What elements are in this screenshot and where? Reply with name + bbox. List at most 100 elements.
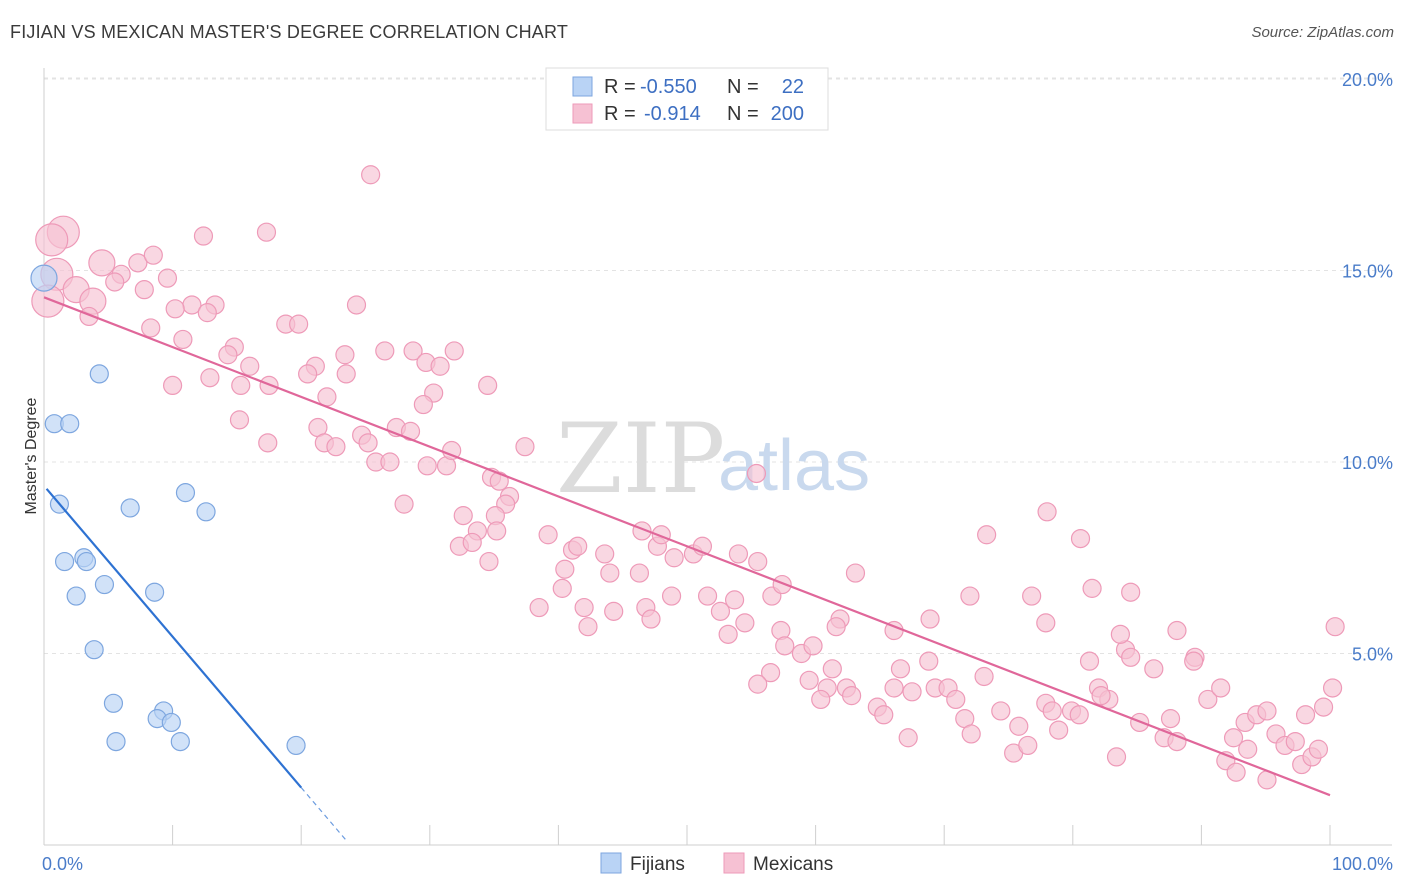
mexican-point-41 bbox=[430, 356, 450, 376]
mexican-point-32 bbox=[317, 387, 337, 407]
mexican-point-94 bbox=[735, 613, 755, 633]
mexican-point-120 bbox=[884, 678, 904, 698]
mexican-point-13 bbox=[157, 268, 178, 288]
mexican-point-130 bbox=[961, 724, 981, 744]
mexican-point-45 bbox=[413, 394, 433, 415]
fijian-trend-line bbox=[45, 488, 303, 789]
mexican-point-12 bbox=[143, 245, 163, 265]
mexican-point-164 bbox=[1285, 731, 1305, 752]
series-legend-swatch-fijians bbox=[600, 852, 622, 874]
mexican-point-91 bbox=[697, 586, 718, 606]
mexican-trend-line bbox=[43, 296, 1331, 797]
mexican-point-143 bbox=[1106, 747, 1127, 767]
fijian-point-11 bbox=[94, 574, 115, 595]
mexican-point-16 bbox=[165, 299, 185, 319]
mexican-point-74 bbox=[555, 559, 575, 579]
series-legend-label-mexicans: Mexicans bbox=[753, 854, 833, 875]
mexican-point-157 bbox=[1223, 728, 1244, 748]
mexican-point-61 bbox=[489, 471, 509, 491]
mexican-point-137 bbox=[1042, 701, 1062, 721]
fijian-point-5 bbox=[120, 498, 140, 518]
mexican-point-145 bbox=[1091, 686, 1111, 706]
fijian-point-21 bbox=[286, 735, 306, 756]
mexican-point-185 bbox=[920, 609, 940, 629]
mexican-point-109 bbox=[760, 663, 781, 683]
watermark-atlas: atlas bbox=[718, 426, 870, 506]
legend-swatch-mexicans bbox=[572, 103, 593, 124]
mexican-point-78 bbox=[600, 563, 620, 583]
mexican-point-122 bbox=[902, 682, 922, 702]
mexican-point-63 bbox=[515, 437, 535, 457]
mexican-point-35 bbox=[200, 368, 220, 388]
mexican-point-21 bbox=[193, 226, 214, 246]
legend-n-label-mexicans: N = bbox=[727, 103, 759, 125]
mexican-point-53 bbox=[258, 433, 278, 453]
mexican-point-180 bbox=[977, 525, 997, 545]
mexican-point-133 bbox=[1009, 716, 1029, 736]
mexican-point-132 bbox=[991, 701, 1011, 721]
mexican-point-8 bbox=[128, 253, 148, 273]
mexican-point-177 bbox=[1082, 578, 1102, 598]
y-axis-title: Master's Degree bbox=[23, 397, 40, 514]
mexican-point-112 bbox=[803, 636, 823, 656]
mexican-point-169 bbox=[1313, 697, 1334, 717]
mexican-point-97 bbox=[604, 601, 624, 621]
mexican-point-89 bbox=[772, 574, 792, 595]
mexican-point-90 bbox=[661, 586, 682, 606]
mexican-point-96 bbox=[641, 609, 661, 629]
mexican-point-92 bbox=[710, 601, 731, 621]
mexican-point-101 bbox=[529, 597, 549, 618]
mexican-point-105 bbox=[826, 617, 846, 637]
mexican-point-28 bbox=[289, 314, 309, 334]
mexican-point-179 bbox=[1037, 502, 1057, 522]
mexican-point-82 bbox=[651, 525, 671, 545]
mexican-point-43 bbox=[478, 375, 498, 395]
x-tick-label-min: 0.0% bbox=[42, 854, 83, 874]
mexican-point-154 bbox=[1184, 651, 1204, 671]
series-legend-swatch-mexicans bbox=[723, 852, 745, 874]
mexican-point-131 bbox=[974, 666, 994, 687]
mexican-points bbox=[31, 165, 1345, 790]
mexican-point-161 bbox=[1257, 701, 1277, 721]
mexican-point-76 bbox=[568, 536, 588, 556]
mexican-point-147 bbox=[1121, 647, 1141, 667]
mexican-point-7 bbox=[105, 272, 125, 292]
fijian-trend-extension bbox=[300, 787, 347, 841]
fijian-point-0 bbox=[30, 264, 58, 292]
legend-n-value-mexicans: 200 bbox=[771, 103, 804, 125]
mexican-point-77 bbox=[595, 544, 615, 564]
mexican-point-23 bbox=[346, 295, 367, 315]
legend-n-value-fijians: 22 bbox=[782, 76, 804, 98]
mexican-point-108 bbox=[775, 636, 795, 656]
fijian-point-18 bbox=[161, 712, 181, 733]
mexican-point-37 bbox=[335, 345, 355, 365]
mexican-point-71 bbox=[462, 532, 482, 553]
mexican-point-110 bbox=[748, 674, 768, 694]
mexican-point-56 bbox=[380, 452, 400, 472]
mexican-point-173 bbox=[1226, 762, 1246, 782]
mexican-point-123 bbox=[874, 705, 894, 725]
mexican-point-72 bbox=[479, 551, 499, 572]
mexican-point-42 bbox=[444, 341, 464, 361]
mexican-point-36 bbox=[163, 375, 183, 395]
mexican-point-113 bbox=[799, 670, 819, 690]
legend-n-label-fijians: N = bbox=[727, 76, 759, 98]
mexican-point-57 bbox=[417, 456, 437, 476]
series-legend: Fijians Mexicans bbox=[600, 852, 833, 875]
mexican-point-156 bbox=[1211, 678, 1231, 698]
mexican-point-26 bbox=[218, 345, 238, 365]
fijian-point-7 bbox=[196, 502, 216, 522]
series-legend-label-fijians: Fijians bbox=[630, 854, 685, 875]
mexican-point-100 bbox=[552, 578, 572, 598]
mexican-point-166 bbox=[1295, 705, 1316, 725]
mexican-point-86 bbox=[728, 544, 749, 564]
fijian-point-6 bbox=[175, 483, 196, 503]
mexican-point-20 bbox=[256, 222, 277, 242]
mexican-point-114 bbox=[822, 659, 842, 679]
mexican-point-106 bbox=[718, 624, 738, 644]
mexican-point-175 bbox=[1022, 586, 1042, 606]
fijian-point-20 bbox=[170, 731, 190, 752]
fijian-point-12 bbox=[144, 582, 165, 602]
mexican-point-87 bbox=[748, 551, 768, 572]
